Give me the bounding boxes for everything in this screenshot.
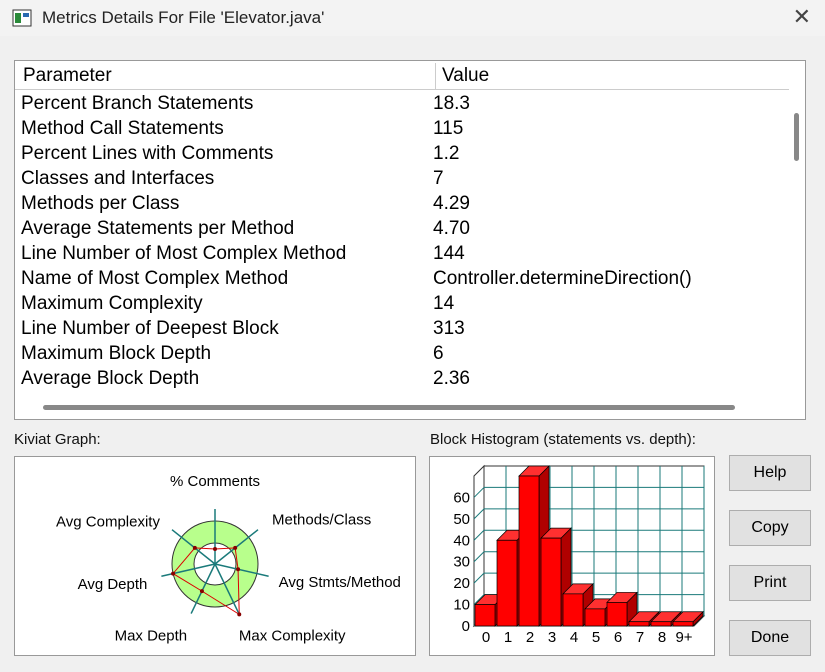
column-header: Value [436, 63, 796, 90]
x-tick-label: 0 [482, 629, 490, 646]
grid-line-wall [473, 487, 485, 498]
kiviat-axis-label: Max Depth [115, 628, 188, 645]
bar [584, 608, 606, 627]
kiviat-axis-label: Methods/Class [272, 512, 371, 529]
kiviat-label: Kiviat Graph: [14, 431, 101, 448]
y-tick-label: 30 [453, 554, 470, 571]
x-tick-label: 2 [526, 629, 534, 646]
button[interactable]: Help [729, 455, 811, 491]
kiviat-point [237, 612, 242, 617]
grid-line-wall [473, 572, 485, 584]
value-cell: 14 [433, 293, 455, 314]
metrics-table: Parameter Value Percent Branch Statement… [14, 60, 806, 420]
kiviat-point [236, 567, 241, 572]
value-cell: 2.36 [433, 368, 470, 389]
x-tick-label: 4 [570, 629, 578, 646]
parameter-cell: Line Number of Deepest Block [21, 318, 279, 339]
kiviat-point [213, 546, 217, 551]
vertical-scrollbar[interactable] [789, 61, 805, 401]
bar [540, 537, 562, 627]
bar [672, 621, 694, 627]
y-tick-label: 10 [453, 597, 470, 614]
kiviat-polygon [172, 547, 240, 616]
histogram-panel: 0 10 20 30 40 50 60 0 1 2 3 4 5 6 7 8 9+ [429, 456, 715, 656]
y-tick-label: 20 [453, 575, 470, 592]
bar [606, 602, 628, 627]
bar [628, 621, 650, 627]
x-tick-label: 6 [614, 629, 622, 646]
kiviat-axis-label: Max Complexity [239, 628, 346, 645]
parameter-cell: Line Number of Most Complex Method [21, 243, 347, 264]
y-tick-label: 0 [462, 618, 470, 635]
parameter-cell: Average Block Depth [21, 368, 200, 389]
parameter-cell: Percent Lines with Comments [21, 143, 274, 164]
parameter-cell: Percent Branch Statements [21, 93, 254, 114]
kiviat-point [192, 545, 197, 550]
kiviat-axis [190, 563, 216, 614]
bar [518, 475, 540, 627]
app-icon [12, 9, 32, 27]
kiviat-axis [214, 563, 240, 614]
kiviat-axis-label: % Comments [170, 473, 260, 490]
x-tick-label: 3 [548, 629, 556, 646]
value-cell: Controller.determineDirection() [433, 268, 692, 289]
y-tick-label: 60 [453, 489, 470, 506]
close-button[interactable]: ✕ [792, 4, 811, 29]
scroll-thumb[interactable] [794, 113, 799, 161]
kiviat-axis-label: Avg Stmts/Method [279, 574, 401, 591]
horizontal-scroll-thumb[interactable] [43, 405, 735, 410]
kiviat-axis-label: Avg Depth [78, 576, 148, 593]
value-cell: 313 [433, 318, 465, 339]
kiviat-point [171, 571, 176, 576]
window-title: Metrics Details For File 'Elevator.java' [42, 8, 325, 27]
kiviat-point [199, 589, 204, 594]
x-tick-label: 1 [504, 629, 512, 646]
value-cell: 4.70 [433, 218, 470, 239]
value-cell: 144 [433, 243, 465, 264]
value-cell: 7 [433, 168, 444, 189]
x-tick-label: 9+ [675, 629, 692, 646]
kiviat-graph: % Comments Methods/Class Avg Stmts/Method M… [56, 473, 401, 645]
parameter-cell: Maximum Block Depth [21, 343, 212, 364]
parameter-cell: Method Call Statements [21, 118, 224, 139]
bar [562, 593, 584, 627]
kiviat-axis [214, 563, 269, 577]
parameter-cell: Average Statements per Method [21, 218, 295, 239]
parameter-cell: Methods per Class [21, 193, 180, 214]
bar [474, 604, 496, 627]
parameter-cell: Name of Most Complex Method [21, 268, 289, 289]
value-cell: 1.2 [433, 143, 460, 164]
grid-line-wall [473, 551, 485, 563]
button[interactable]: Done [729, 620, 811, 656]
value-cell: 6 [433, 343, 444, 364]
y-tick-label: 50 [453, 511, 470, 528]
button[interactable]: Print [729, 565, 811, 601]
grid-line-wall [473, 508, 485, 520]
y-tick-label: 40 [453, 532, 470, 549]
histogram-label: Block Histogram (statements vs. depth): [430, 431, 696, 448]
bar [496, 539, 518, 627]
kiviat-axis-label: Avg Complexity [56, 514, 160, 531]
kiviat-axis [161, 563, 216, 577]
x-tick-label: 7 [636, 629, 644, 646]
value-cell: 18.3 [433, 93, 470, 114]
bar [650, 621, 672, 627]
kiviat-panel: % Comments Methods/Class Avg Stmts/Method M… [14, 456, 416, 656]
title-bar: Metrics Details For File 'Elevator.java'… [0, 0, 825, 36]
grid-line-wall [473, 529, 485, 541]
kiviat-point [233, 545, 238, 550]
grid-line-wall [473, 594, 485, 605]
column-header: Parameter [15, 63, 436, 90]
x-tick-label: 8 [658, 629, 666, 646]
parameter-cell: Maximum Complexity [21, 293, 203, 314]
value-cell: 4.29 [433, 193, 470, 214]
value-cell: 115 [433, 118, 464, 139]
button[interactable]: Copy [729, 510, 811, 546]
x-tick-label: 5 [592, 629, 600, 646]
parameter-cell: Classes and Interfaces [21, 168, 215, 189]
